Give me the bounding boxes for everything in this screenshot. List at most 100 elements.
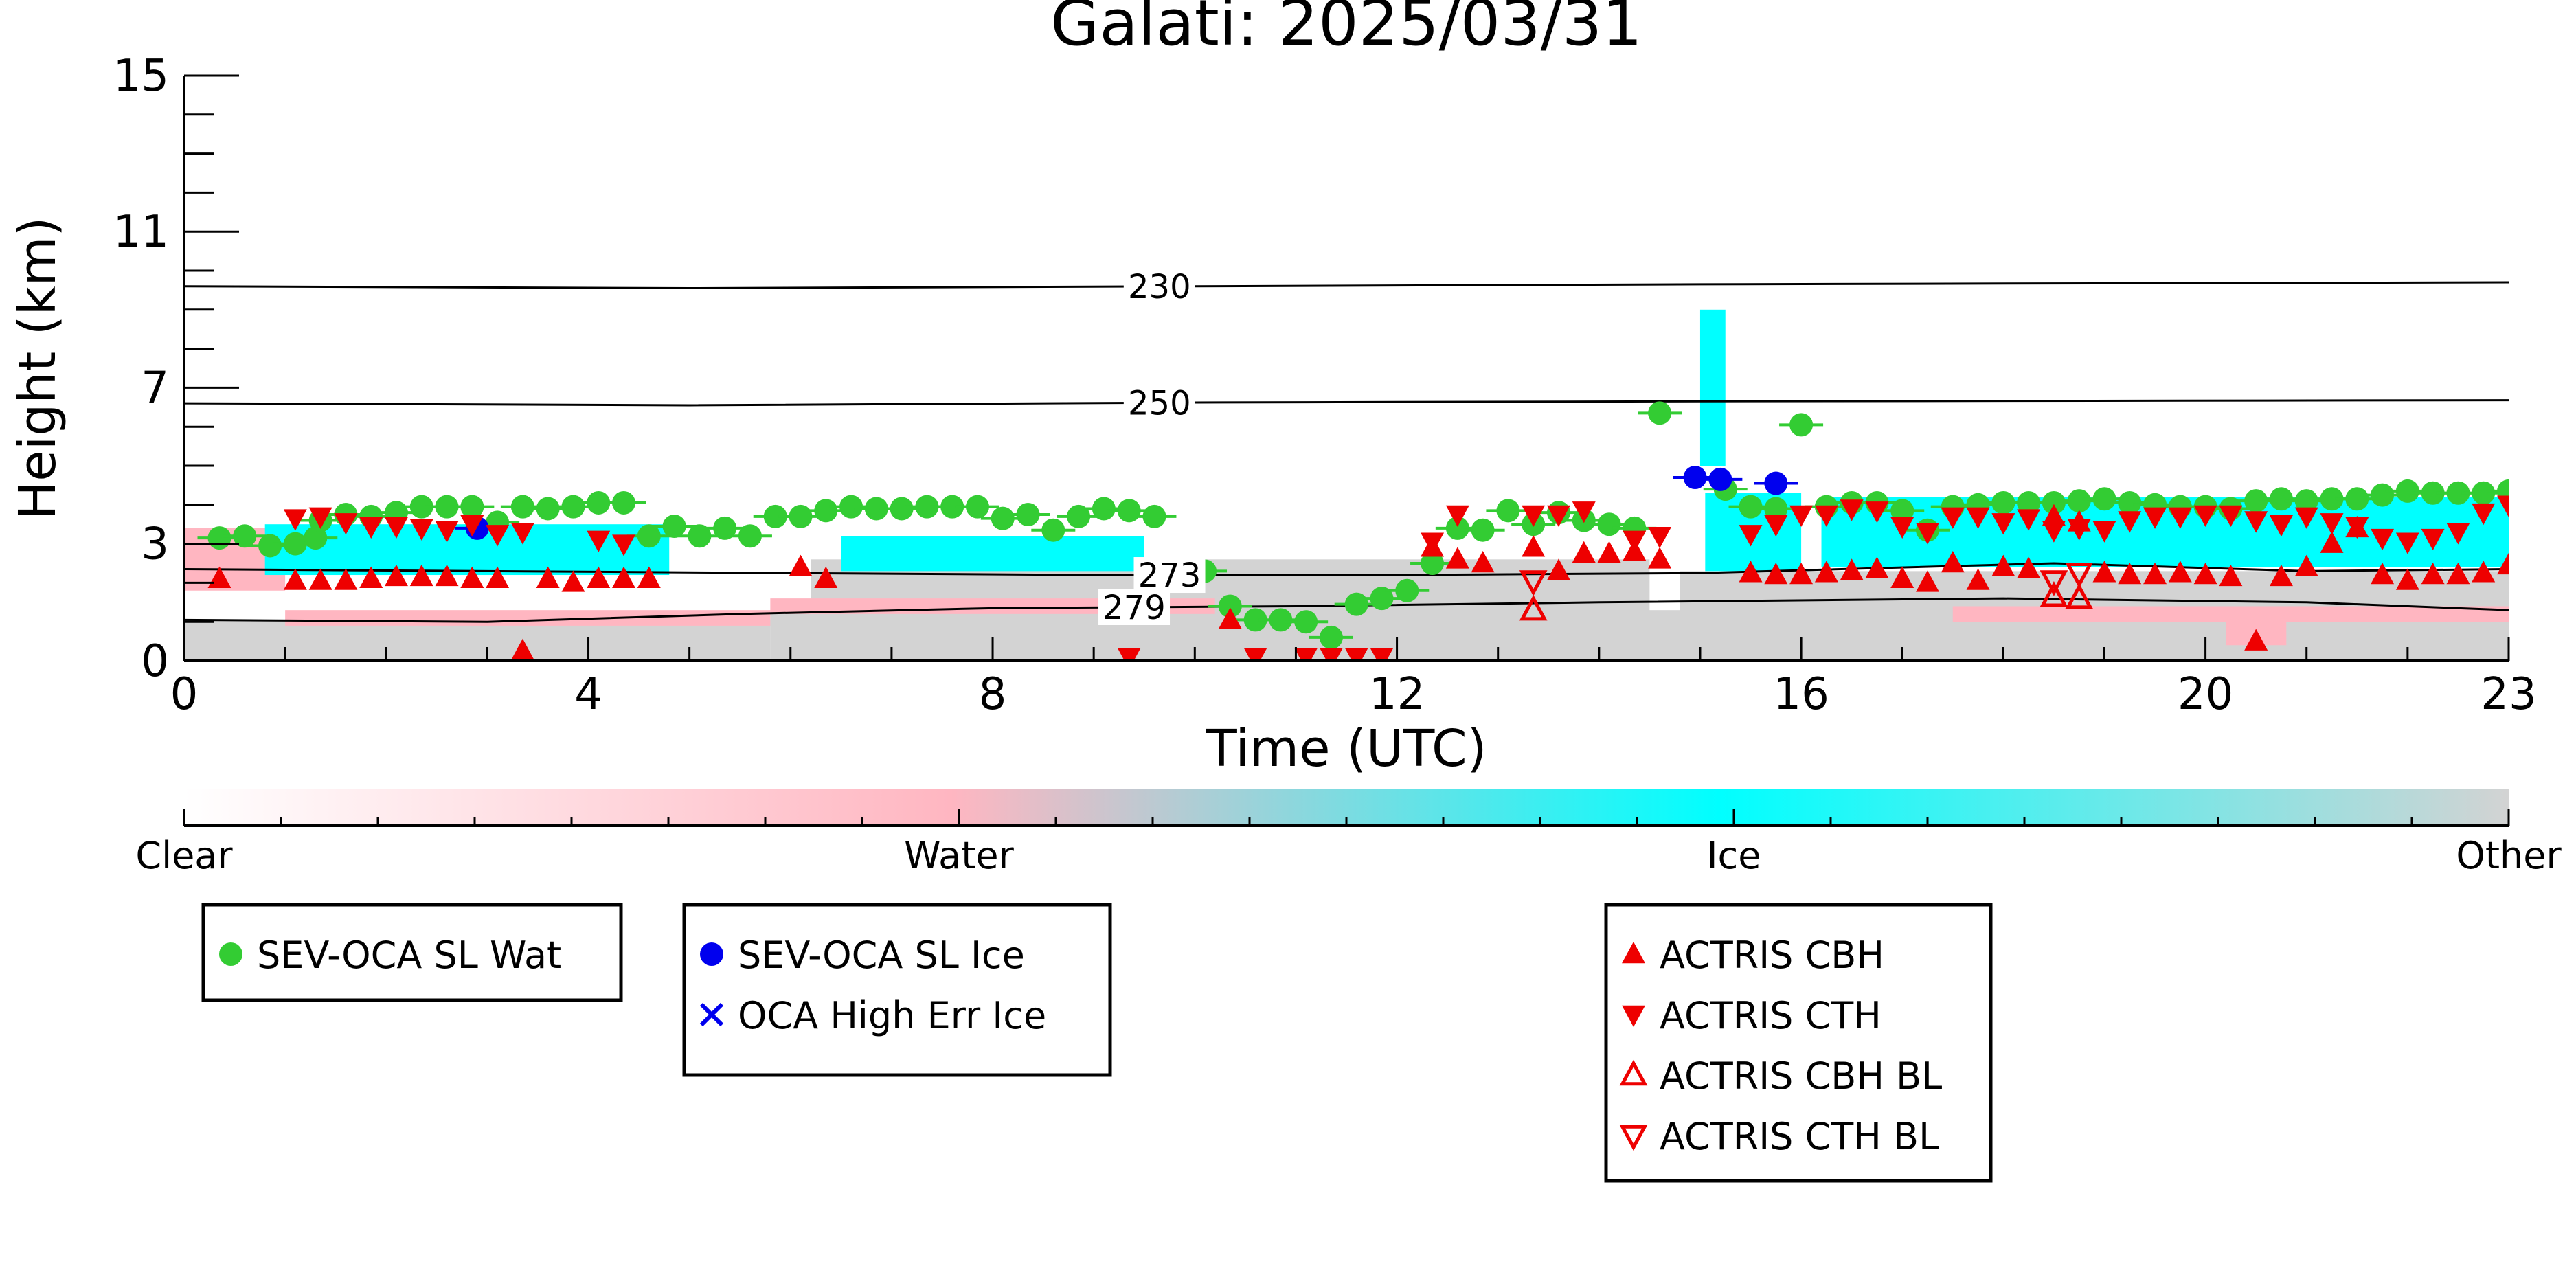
legend-label-sev-oca-sl-wat: SEV-OCA SL Wat: [257, 934, 561, 977]
data-point: [2118, 562, 2142, 585]
legend-frame: [1604, 903, 1993, 1183]
data-point: [2294, 507, 2318, 529]
data-point: [561, 495, 585, 519]
data-point: [637, 524, 661, 548]
data-point: [233, 524, 257, 548]
data-point: [2497, 495, 2509, 517]
legend-box-2: SEV-OCA SL Ice OCA High Err Ice: [682, 903, 1112, 1077]
data-point: [1739, 495, 1763, 519]
y-tick-label: 3: [141, 519, 169, 570]
legend-marker-actris-cth: [1622, 1005, 1645, 1028]
data-point: [359, 517, 383, 539]
x-tick-label: 4: [574, 669, 602, 720]
contour-273: [184, 562, 2509, 576]
data-point: [763, 504, 787, 528]
colorbar-label-ice: Ice: [1707, 834, 1761, 877]
data-point: [1572, 501, 1596, 523]
x-axis-label: Time (UTC): [1205, 719, 1487, 778]
data-point: [2244, 489, 2268, 513]
legend-frame: [682, 903, 1112, 1077]
data-point: [1546, 558, 1570, 580]
data-point: [1683, 466, 1707, 490]
data-point: [2446, 562, 2470, 585]
data-point: [1814, 561, 1838, 583]
data-point: [688, 524, 712, 548]
data-point: [1890, 517, 1914, 539]
data-point: [612, 534, 636, 556]
contour-label-273: 273: [1138, 556, 1201, 595]
data-point: [1865, 501, 1889, 523]
data-point: [409, 519, 433, 541]
contour-279: [184, 597, 2509, 623]
data-point: [1471, 518, 1495, 542]
data-point: [2067, 519, 2091, 541]
data-point: [1916, 523, 1939, 545]
data-point: [1117, 648, 1141, 661]
series-actris-cbh-bl: [1519, 581, 2094, 621]
data-point: [940, 495, 964, 519]
data-point: [1218, 594, 1242, 618]
data-point: [1572, 541, 1596, 563]
data-point: [359, 566, 383, 588]
data-point: [1991, 513, 2015, 535]
data-point: [789, 554, 813, 576]
legend-label-actris-cth-bl: ACTRIS CTH BL: [1660, 1115, 1939, 1158]
data-point: [2472, 481, 2496, 505]
data-point: [1764, 471, 1788, 495]
y-tick-label: 15: [113, 51, 169, 102]
data-point: [1142, 504, 1166, 528]
data-point: [1597, 541, 1621, 563]
data-point: [1522, 535, 1546, 557]
data-point: [2472, 503, 2496, 526]
series-sev-oca-sl-ice: [455, 466, 1798, 540]
bg-region-water: [1952, 606, 2509, 622]
data-point: [1496, 499, 1520, 523]
contour-label-250: 250: [1128, 384, 1191, 422]
data-point: [2421, 481, 2445, 505]
data-point: [2042, 521, 2066, 543]
data-point: [1041, 518, 1065, 542]
bg-region-ice: [1699, 309, 1726, 466]
data-point: [1294, 610, 1318, 634]
data-point: [384, 564, 408, 587]
data-point: [2446, 523, 2470, 545]
data-point: [1890, 566, 1914, 588]
data-point: [2371, 562, 2395, 585]
data-point: [789, 504, 813, 528]
contour-label-bg: [1123, 385, 1195, 421]
data-point: [2143, 507, 2167, 529]
bg-region-water: [285, 610, 771, 626]
colorbar: Clear Water Ice Other: [135, 789, 2562, 877]
data-point: [2065, 562, 2094, 589]
data-point: [1445, 505, 1469, 528]
data-point: [1941, 550, 1965, 573]
data-point: [2395, 479, 2419, 503]
y-tick-label: 0: [141, 636, 169, 687]
data-point: [460, 495, 484, 519]
data-point: [2118, 490, 2142, 515]
data-point: [738, 524, 762, 548]
data-point: [2472, 561, 2496, 583]
data-point: [1991, 554, 2015, 576]
y-tick-label: 7: [141, 363, 169, 414]
data-point: [1546, 505, 1570, 528]
y-tick-label: 11: [113, 207, 169, 258]
data-point: [1319, 648, 1343, 661]
data-point: [864, 497, 888, 521]
data-point: [1789, 505, 1814, 528]
data-point: [460, 566, 484, 588]
data-point: [1522, 505, 1546, 528]
data-point: [587, 530, 611, 552]
data-point: [612, 490, 636, 515]
data-point: [283, 509, 307, 531]
data-point: [1370, 648, 1394, 661]
legend-box-1: SEV-OCA SL Wat: [201, 903, 623, 1002]
data-point: [1421, 532, 1445, 554]
data-point: [2294, 489, 2318, 513]
data-point: [915, 495, 939, 519]
contour-250: [184, 399, 2509, 407]
data-point: [2065, 583, 2094, 609]
data-point: [308, 568, 332, 590]
